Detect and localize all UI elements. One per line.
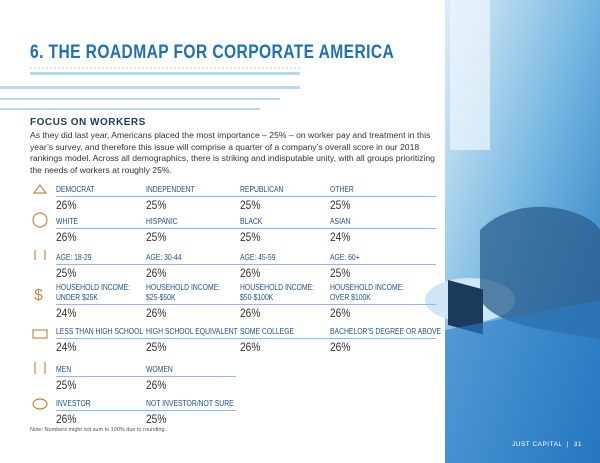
group-value: 26% bbox=[146, 378, 167, 392]
footer: JUST CAPITAL | 31 bbox=[512, 441, 582, 448]
group-label: DEMOCRAT bbox=[56, 185, 95, 194]
rule bbox=[56, 338, 436, 339]
group-label: MEN bbox=[56, 365, 72, 374]
group-label: BLACK bbox=[240, 217, 263, 226]
group-label: HOUSEHOLD INCOME: bbox=[240, 283, 315, 292]
group-label: AGE: 30-44 bbox=[146, 253, 182, 262]
group-label: LESS THAN HIGH SCHOOL bbox=[56, 327, 144, 336]
group-label: WOMEN bbox=[146, 365, 173, 374]
rule bbox=[56, 304, 436, 305]
group-value: 25% bbox=[240, 198, 261, 212]
group-label: AGE: 45-59 bbox=[240, 253, 276, 262]
group-label: OVER $100K bbox=[330, 293, 371, 302]
rule bbox=[56, 376, 236, 377]
group-label: $50-$100K bbox=[240, 293, 274, 302]
group-label: NOT INVESTOR/NOT SURE bbox=[146, 399, 234, 408]
group-value: 25% bbox=[56, 378, 77, 392]
group-label: HISPANIC bbox=[146, 217, 178, 226]
group-value: 25% bbox=[146, 340, 167, 354]
svg-text:$: $ bbox=[34, 287, 43, 304]
group-value: 25% bbox=[146, 412, 167, 426]
group-label: $25-$50K bbox=[146, 293, 176, 302]
group-label: ASIAN bbox=[330, 217, 351, 226]
group-label: UNDER $25K bbox=[56, 293, 98, 302]
group-value: 26% bbox=[330, 306, 351, 320]
group-label: HOUSEHOLD INCOME: bbox=[56, 283, 131, 292]
note: Note: Numbers might not sum to 100% due … bbox=[30, 427, 167, 433]
group-value: 24% bbox=[330, 230, 351, 244]
group-label: OTHER bbox=[330, 185, 354, 194]
section-heading: FOCUS ON WORKERS bbox=[30, 117, 146, 128]
group-label: INVESTOR bbox=[56, 399, 91, 408]
title: 6. THE ROADMAP FOR CORPORATE AMERICA bbox=[30, 42, 395, 63]
group-label: HIGH SCHOOL EQUIVALENT bbox=[146, 327, 238, 336]
group-value: 26% bbox=[56, 198, 77, 212]
group-value: 24% bbox=[56, 306, 77, 320]
group-value: 25% bbox=[240, 230, 261, 244]
group-value: 26% bbox=[146, 266, 167, 280]
rule bbox=[56, 196, 436, 197]
group-value: 26% bbox=[56, 230, 77, 244]
group-label: HOUSEHOLD INCOME: bbox=[146, 283, 221, 292]
group-label: BACHELOR’S DEGREE OR ABOVE bbox=[330, 327, 442, 336]
group-label: WHITE bbox=[56, 217, 78, 226]
group-value: 25% bbox=[146, 198, 167, 212]
group-label: AGE: 18-29 bbox=[56, 253, 92, 262]
group-label: AGE: 60+ bbox=[330, 253, 360, 262]
rule bbox=[56, 410, 236, 411]
group-value: 26% bbox=[240, 266, 261, 280]
group-label: SOME COLLEGE bbox=[240, 327, 295, 336]
brand: JUST CAPITAL bbox=[512, 441, 563, 448]
group-value: 25% bbox=[56, 266, 77, 280]
group-value: 25% bbox=[330, 198, 351, 212]
group-value: 25% bbox=[330, 266, 351, 280]
group-label: HOUSEHOLD INCOME: bbox=[330, 283, 405, 292]
group-value: 26% bbox=[330, 340, 351, 354]
group-value: 26% bbox=[240, 340, 261, 354]
group-value: 26% bbox=[56, 412, 77, 426]
rule bbox=[56, 228, 436, 229]
rule bbox=[56, 264, 436, 265]
section-body: As they did last year, Americans placed … bbox=[30, 130, 435, 175]
page-number: 31 bbox=[573, 441, 582, 448]
group-value: 26% bbox=[146, 306, 167, 320]
group-label: INDEPENDENT bbox=[146, 185, 195, 194]
group-value: 24% bbox=[56, 340, 77, 354]
group-value: 25% bbox=[146, 230, 167, 244]
group-value: 26% bbox=[240, 306, 261, 320]
group-label: REPUBLICAN bbox=[240, 185, 284, 194]
